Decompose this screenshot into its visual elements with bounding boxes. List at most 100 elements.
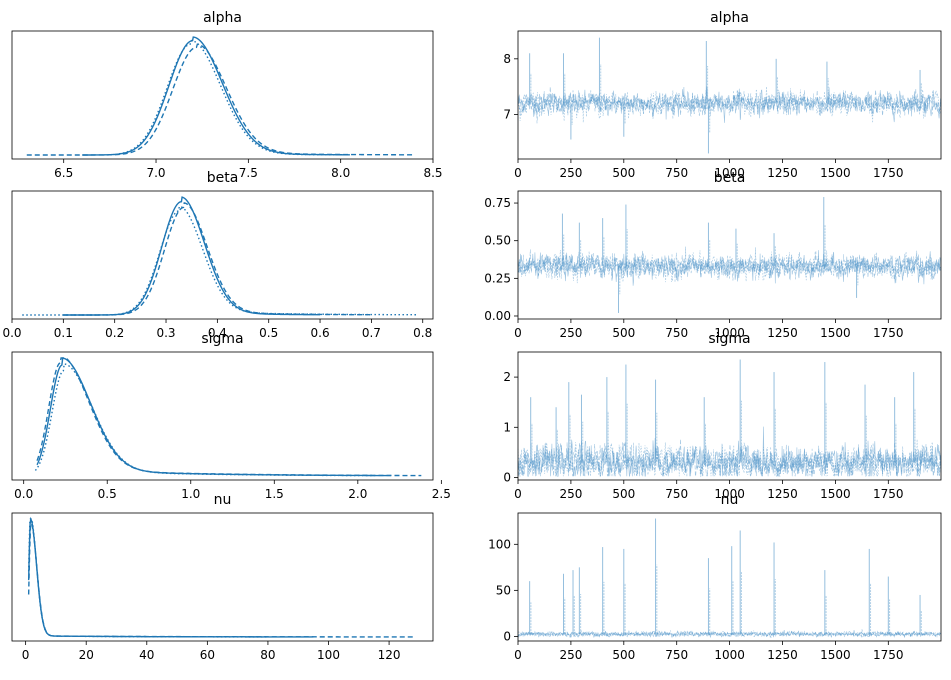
x-tick-label: 0.0	[14, 487, 33, 501]
axes-frame	[11, 512, 434, 642]
beta-density-panel: beta 0.0 0.1 0.2 0.3 0.4 0.5 0.6 0.7 0.8	[2, 170, 434, 340]
x-tick-label: 1.5	[265, 487, 284, 501]
panel-title: beta	[714, 170, 746, 186]
x-tick-label: 1750	[873, 166, 904, 180]
density-line-1	[27, 516, 314, 638]
trace-line-1	[517, 426, 942, 478]
x-tick-label: 0.5	[259, 326, 278, 340]
x-tick-label: 0.8	[413, 326, 432, 340]
x-tick-label: 750	[665, 326, 688, 340]
panel-title: nu	[721, 492, 739, 508]
x-tick-label: 0	[514, 326, 522, 340]
x-tick-label: 120	[378, 648, 401, 662]
y-tick-label: 8	[503, 52, 511, 66]
trace-line-3	[517, 249, 942, 284]
x-tick-label: 1250	[767, 326, 798, 340]
x-tick-label: 6.5	[54, 166, 73, 180]
density-line-3	[22, 205, 418, 316]
density-line-3	[27, 518, 268, 638]
y-tick-label: 0	[503, 629, 511, 643]
density-line-2	[27, 521, 414, 638]
x-tick-label: 60	[200, 648, 215, 662]
x-tick-label: 1000	[714, 648, 745, 662]
axes-frame	[11, 30, 434, 160]
y-tick-label: 2	[503, 370, 511, 384]
axes-frame	[517, 30, 942, 160]
x-tick-label: 0	[514, 487, 522, 501]
x-tick-label: 1750	[873, 326, 904, 340]
x-tick-label: 0	[22, 648, 30, 662]
density-line-1	[82, 36, 350, 156]
y-tick-label: 0.25	[484, 271, 511, 285]
x-tick-label: 1250	[767, 487, 798, 501]
y-tick-label: 50	[496, 583, 511, 597]
trace-line-3	[517, 628, 942, 639]
panel-title: nu	[214, 492, 232, 508]
x-tick-label: 750	[665, 648, 688, 662]
x-tick-label: 1500	[820, 166, 851, 180]
x-tick-label: 500	[612, 487, 635, 501]
y-tick-label: 0.75	[484, 196, 511, 210]
trace-line-3	[517, 439, 942, 478]
x-tick-label: 1000	[714, 166, 745, 180]
axes-frame	[517, 190, 942, 320]
x-tick-label: 1250	[767, 648, 798, 662]
panel-title: sigma	[708, 331, 750, 347]
trace-line-3	[517, 86, 942, 123]
sigma-trace-panel: sigma 0 1 2 0 250 500 750 1000 1250 1500 1750	[503, 331, 942, 501]
density-line-3	[34, 363, 375, 477]
x-tick-label: 1500	[820, 326, 851, 340]
alpha-trace-panel: alpha 7 8 0 250 500 750 1000 1250 1500 1750	[503, 10, 942, 180]
x-tick-label: 2.5	[432, 487, 451, 501]
x-tick-label: 1500	[820, 648, 851, 662]
x-tick-label: 500	[612, 166, 635, 180]
y-tick-label: 1	[503, 420, 511, 434]
x-tick-label: 7.0	[146, 166, 165, 180]
x-tick-label: 1.0	[181, 487, 200, 501]
x-tick-label: 0.7	[362, 326, 381, 340]
beta-trace-panel: beta 0.00 0.25 0.50 0.75 0 250 500 750 1000 1250 15…	[484, 170, 942, 340]
x-tick-label: 250	[559, 487, 582, 501]
x-tick-label: 250	[559, 648, 582, 662]
panel-title: alpha	[203, 10, 242, 26]
panel-title: alpha	[710, 10, 749, 26]
x-tick-label: 0	[514, 166, 522, 180]
trace-line-2	[517, 86, 942, 124]
y-tick-label: 0.00	[484, 309, 511, 323]
x-tick-label: 20	[79, 648, 94, 662]
x-tick-label: 250	[559, 166, 582, 180]
x-tick-label: 0.6	[311, 326, 330, 340]
x-tick-label: 0.4	[208, 326, 227, 340]
x-tick-label: 0.1	[54, 326, 73, 340]
y-tick-label: 0	[503, 470, 511, 484]
axes-frame	[517, 512, 942, 642]
sigma-density-panel: sigma 0.0 0.5 1.0 1.5 2.0 2.5	[11, 331, 451, 501]
x-tick-label: 1750	[873, 648, 904, 662]
density-line-2	[36, 357, 422, 477]
density-line-2	[26, 43, 415, 156]
density-line-1	[63, 196, 321, 316]
nu-density-panel: nu 0 20 40 60 80 100 120	[11, 492, 434, 662]
y-tick-label: 0.50	[484, 234, 511, 248]
x-tick-label: 0.0	[2, 326, 21, 340]
x-tick-label: 0	[514, 648, 522, 662]
panel-title: beta	[207, 170, 239, 186]
axes-frame	[11, 190, 434, 320]
trace-line-2	[517, 246, 942, 283]
x-tick-label: 750	[665, 166, 688, 180]
x-tick-label: 1750	[873, 487, 904, 501]
x-tick-label: 0.3	[156, 326, 175, 340]
axes-frame	[11, 351, 434, 481]
x-tick-label: 1000	[714, 326, 745, 340]
x-tick-label: 1500	[820, 487, 851, 501]
x-tick-label: 750	[665, 487, 688, 501]
x-tick-label: 500	[612, 648, 635, 662]
density-line-1	[36, 357, 392, 477]
density-line-3	[118, 39, 341, 156]
density-line-2	[63, 202, 372, 316]
x-tick-label: 0.5	[98, 487, 117, 501]
x-tick-label: 250	[559, 326, 582, 340]
x-tick-label: 500	[612, 326, 635, 340]
